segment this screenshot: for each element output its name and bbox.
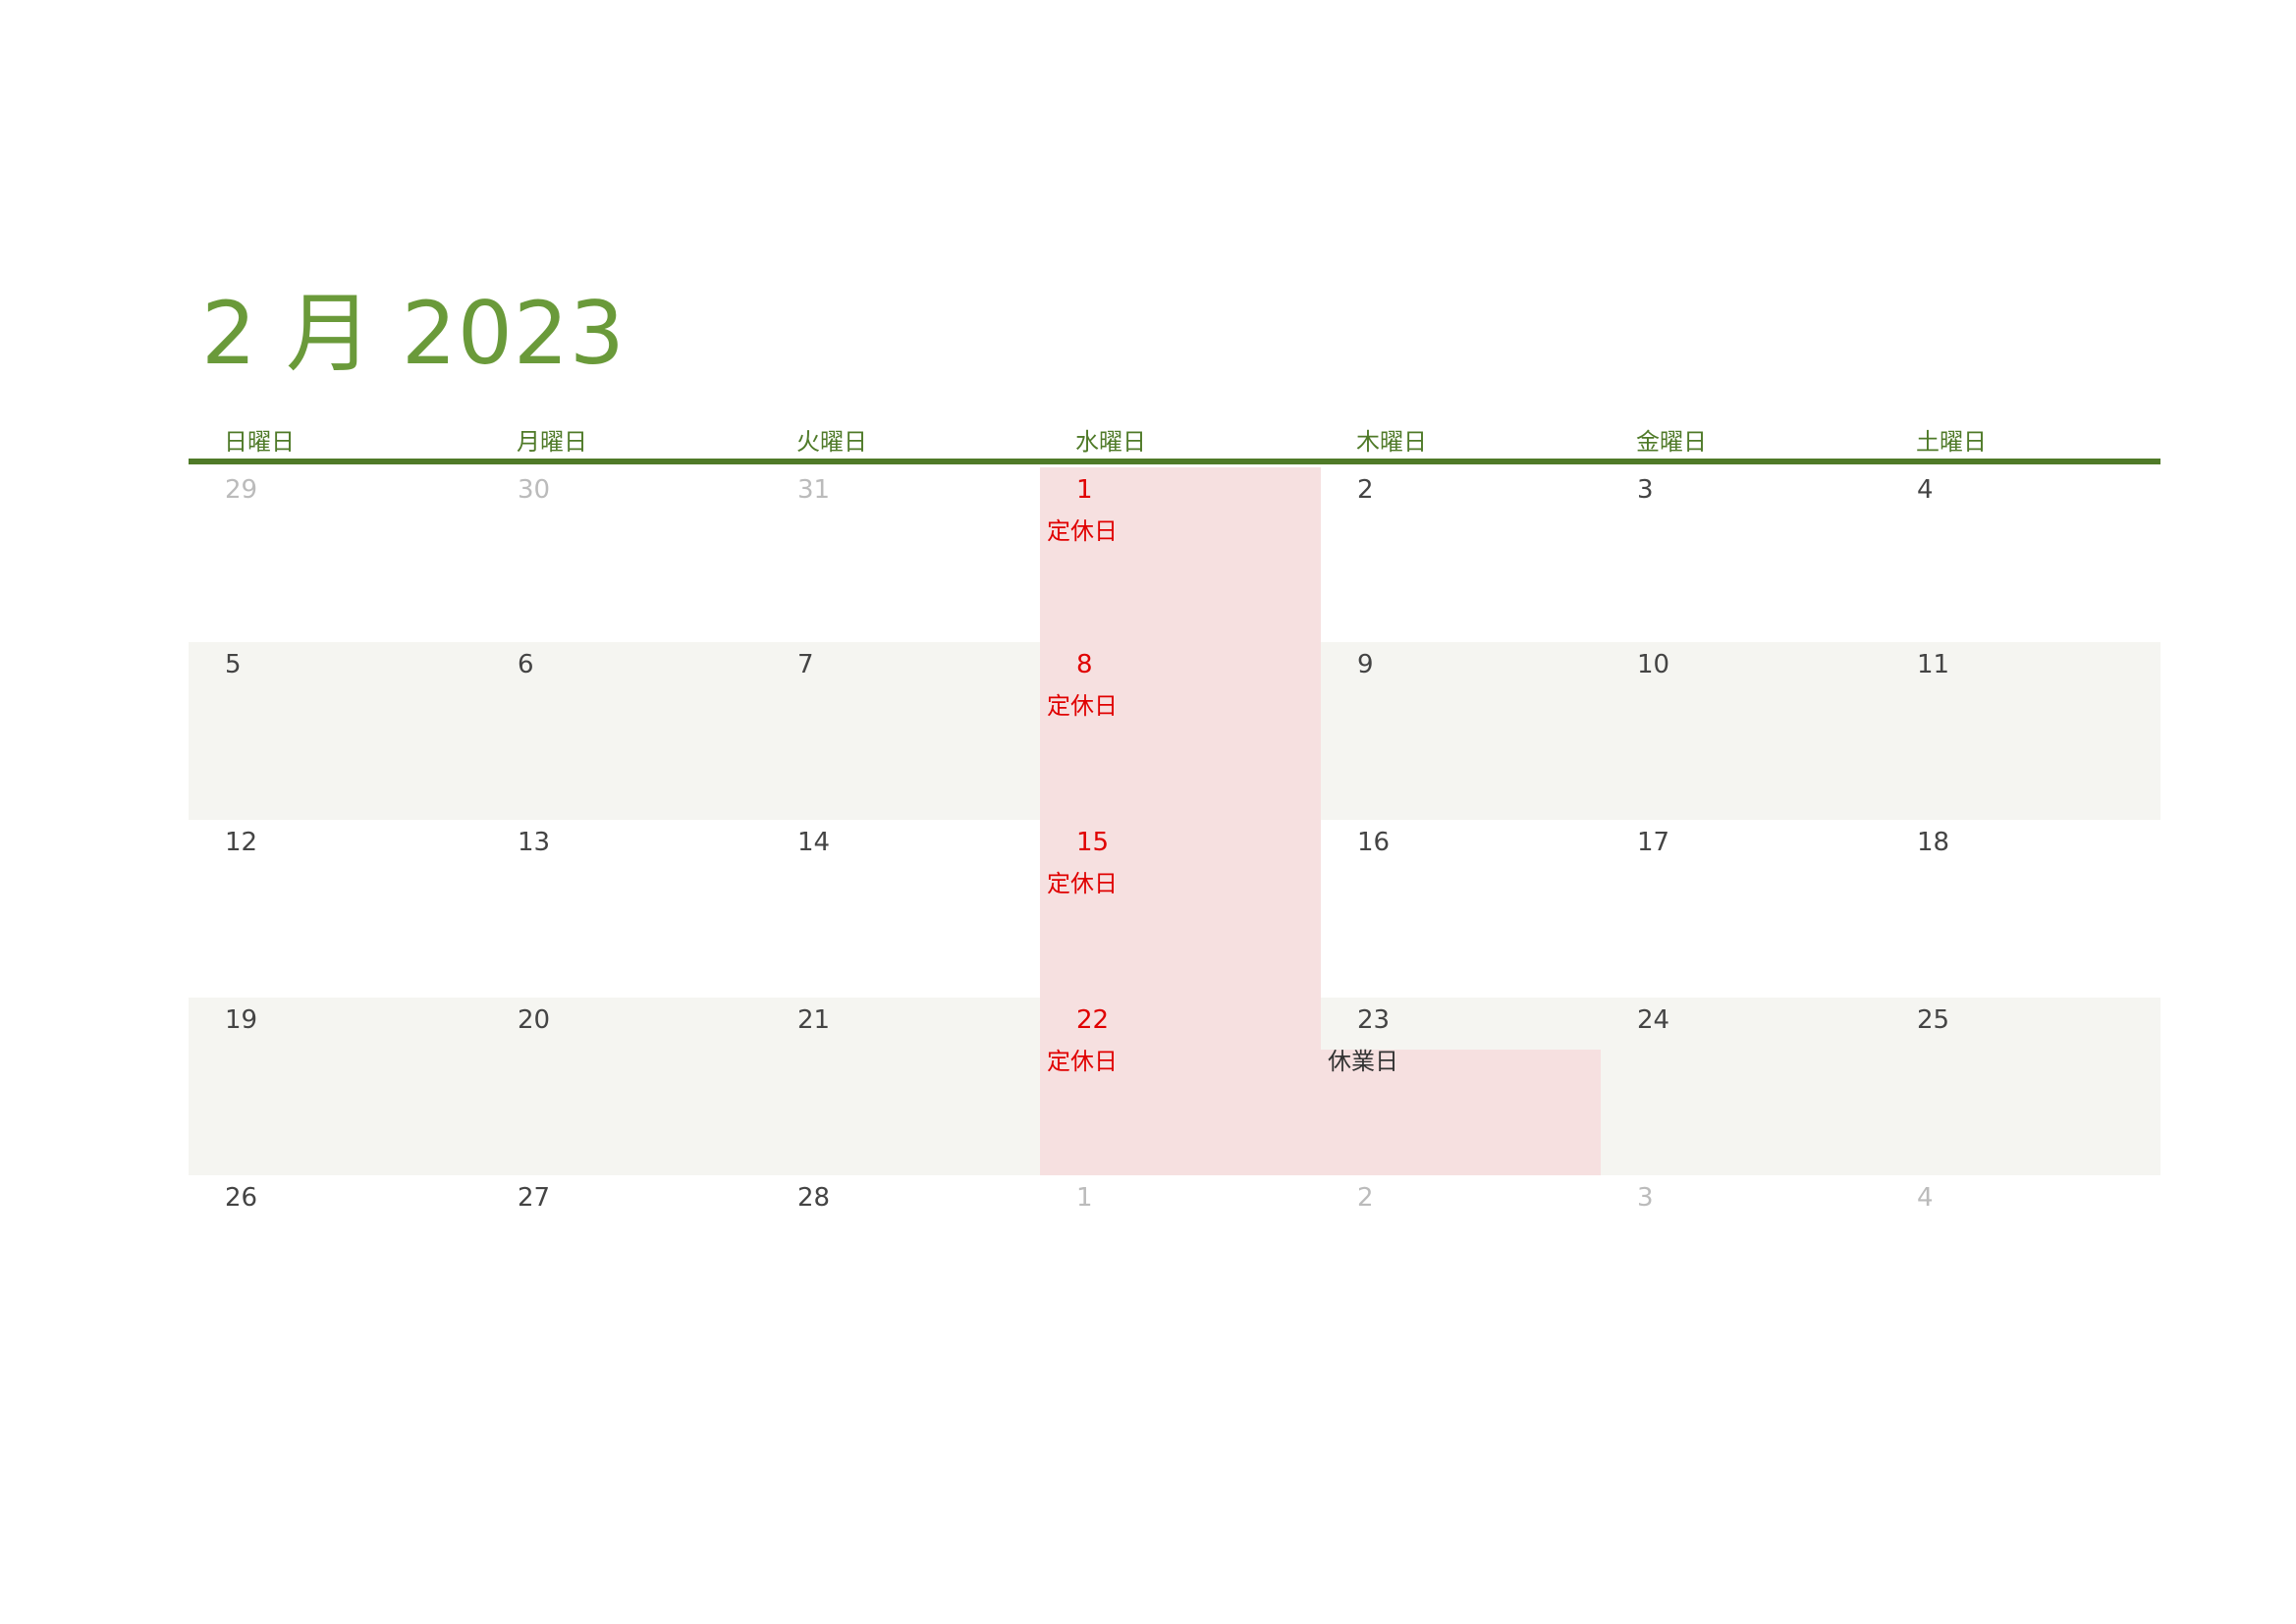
day-number: 6 [518, 650, 534, 679]
day-number: 27 [518, 1183, 551, 1213]
holiday-highlight [1321, 1050, 1601, 1175]
weekday-label: 日曜日 [224, 428, 295, 456]
day-number: 1 [1076, 1183, 1093, 1213]
day-number: 16 [1357, 828, 1391, 857]
day-number: 23 [1357, 1005, 1391, 1035]
day-number: 5 [225, 650, 242, 679]
closed-day-note: 定休日 [1047, 517, 1118, 545]
day-number: 26 [225, 1183, 258, 1213]
day-number: 17 [1637, 828, 1670, 857]
closed-day-note: 定休日 [1047, 692, 1118, 720]
weekday-label: 木曜日 [1356, 428, 1427, 456]
day-number: 24 [1637, 1005, 1670, 1035]
day-number: 4 [1917, 1183, 1934, 1213]
weekday-label: 水曜日 [1075, 428, 1146, 456]
weekday-label: 火曜日 [796, 428, 867, 456]
day-number: 11 [1917, 650, 1950, 679]
day-number: 19 [225, 1005, 258, 1035]
day-number: 3 [1637, 475, 1654, 505]
day-number: 31 [797, 475, 831, 505]
day-number: 14 [797, 828, 831, 857]
closed-day-highlight [1040, 820, 1321, 998]
closed-day-highlight [1040, 642, 1321, 820]
closed-day-highlight [1040, 467, 1321, 645]
day-number: 30 [518, 475, 551, 505]
day-number: 1 [1076, 475, 1093, 505]
calendar-title: 2 月 2023 [201, 283, 626, 384]
header-divider [189, 459, 2160, 464]
day-number: 10 [1637, 650, 1670, 679]
day-number: 9 [1357, 650, 1374, 679]
day-number: 4 [1917, 475, 1934, 505]
day-number: 15 [1076, 828, 1110, 857]
day-number: 2 [1357, 475, 1374, 505]
closed-day-note: 定休日 [1047, 1048, 1118, 1075]
day-number: 7 [797, 650, 814, 679]
day-number: 12 [225, 828, 258, 857]
day-number: 3 [1637, 1183, 1654, 1213]
closed-day-note: 定休日 [1047, 870, 1118, 897]
day-number: 2 [1357, 1183, 1374, 1213]
day-number: 21 [797, 1005, 831, 1035]
weekday-label: 土曜日 [1916, 428, 1987, 456]
closed-day-highlight [1040, 998, 1321, 1175]
weekday-label: 月曜日 [517, 428, 587, 456]
day-number: 8 [1076, 650, 1093, 679]
day-number: 28 [797, 1183, 831, 1213]
day-number: 18 [1917, 828, 1950, 857]
day-number: 29 [225, 475, 258, 505]
day-number: 20 [518, 1005, 551, 1035]
day-number: 13 [518, 828, 551, 857]
day-number: 22 [1076, 1005, 1110, 1035]
day-number: 25 [1917, 1005, 1950, 1035]
holiday-note: 休業日 [1328, 1048, 1398, 1075]
weekday-label: 金曜日 [1636, 428, 1707, 456]
